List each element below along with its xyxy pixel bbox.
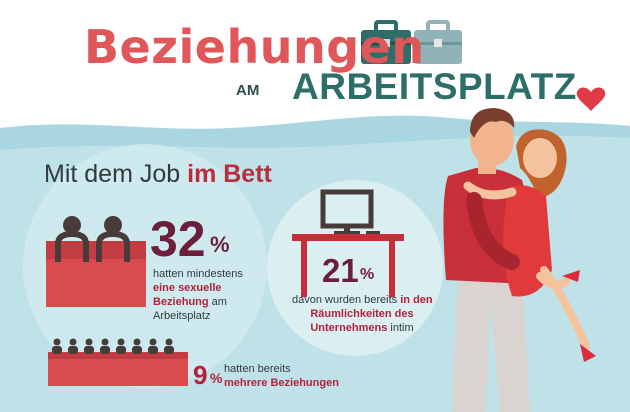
people-row-icon [48,338,188,386]
stat1-line4: Arbeitsplatz [153,310,211,322]
stat3-line1: hatten bereits [224,363,291,375]
briefcase-icon-dark [361,20,411,64]
stat2-text: davon wurden bereits in den Räumlichkeit… [292,293,433,335]
section-heading: Mit dem Job im Bett [44,160,272,189]
title-line1: Beziehungen [84,20,425,74]
stat2-line3-rest: intim [387,322,414,334]
section-heading-plain: Mit dem Job [44,160,181,188]
stat1-line3-bold: Beziehung [153,296,209,308]
briefcase-icon-light [414,20,462,64]
stat2-line1-plain: davon wurden bereits [292,294,401,306]
stat1-line3-rest: am [208,296,227,308]
stat2-line1-bold: in den [400,294,433,306]
stat2-number: 21 [322,252,359,289]
people-seated-icon [46,216,146,307]
stat1-unit: % [210,232,230,257]
stat1-line2: eine sexuelle [153,282,222,294]
stat3-line2: mehrere Beziehungen [224,377,339,389]
stat3-unit: % [210,370,223,386]
stat1-number: 32 [150,211,206,267]
stat1-text: hatten mindestens eine sexuelle Beziehun… [153,267,243,323]
title-am: AM [236,82,260,99]
stat1-line3: Beziehung am [153,295,243,309]
stat1-line1: hatten mindestens [153,268,243,280]
stat2-line1: davon wurden bereits in den [292,293,433,307]
stat2-unit: % [360,266,375,283]
stat2-line2: Räumlichkeiten des [310,308,414,320]
section-heading-accent: im Bett [187,160,272,188]
stat3-number: 9 [193,360,208,390]
heart-icon [576,87,606,111]
stat2-line3: Unternehmens intim [292,321,432,335]
title-line2: ARBEITSPLATZ [292,66,577,107]
middle-circle [267,180,443,356]
desk-computer-icon [292,189,404,297]
stat3-text: hatten bereits mehrere Beziehungen [224,362,339,390]
stat2-line3-bold: Unternehmens [310,322,388,334]
couple-illustration [443,108,596,412]
